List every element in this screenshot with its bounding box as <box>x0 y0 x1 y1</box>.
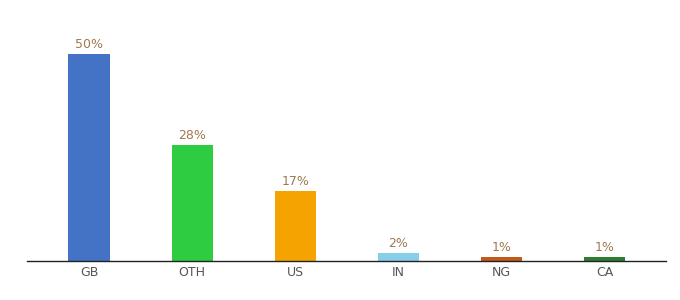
Text: 1%: 1% <box>492 241 511 254</box>
Text: 2%: 2% <box>388 237 408 250</box>
Bar <box>171 145 213 261</box>
Bar <box>377 253 419 261</box>
Bar <box>481 257 522 261</box>
Text: 50%: 50% <box>75 38 103 51</box>
Text: 17%: 17% <box>282 175 309 188</box>
Text: 28%: 28% <box>178 129 206 142</box>
Bar <box>69 54 109 261</box>
Bar <box>275 191 316 261</box>
Text: 1%: 1% <box>594 241 615 254</box>
Bar <box>584 257 625 261</box>
